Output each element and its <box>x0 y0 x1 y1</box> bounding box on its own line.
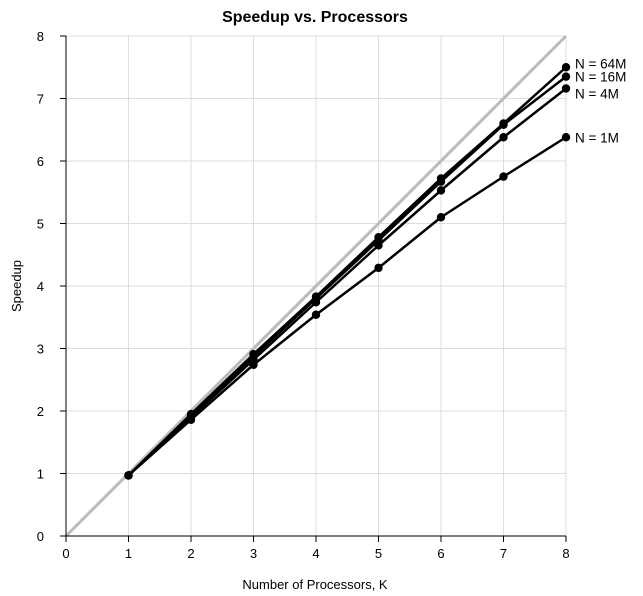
series-n-1m <box>124 133 571 480</box>
series-line-n-16m <box>127 75 567 477</box>
series-line-n-1m <box>127 136 567 477</box>
y-tick-label: 6 <box>37 154 44 169</box>
x-tick-label: 1 <box>125 546 132 561</box>
y-tick-label: 3 <box>37 342 44 357</box>
y-tick-label: 0 <box>37 529 44 544</box>
y-tick-label: 5 <box>37 217 44 232</box>
y-tick-label: 8 <box>37 29 44 44</box>
x-axis-label: Number of Processors, K <box>242 577 388 592</box>
data-point <box>311 310 321 319</box>
data-point <box>499 120 508 129</box>
data-point <box>499 133 508 142</box>
data-point <box>186 415 196 424</box>
chart-title: Speedup vs. Processors <box>222 9 408 26</box>
x-tick-label: 6 <box>437 546 444 561</box>
x-tick-label: 4 <box>312 546 319 561</box>
series-label: N = 16M <box>575 70 626 85</box>
data-point <box>561 133 571 142</box>
data-point <box>561 72 571 81</box>
series-lines <box>124 63 571 480</box>
x-tick-label: 0 <box>62 546 69 561</box>
x-tick-label: 3 <box>250 546 257 561</box>
y-tick-label: 4 <box>37 279 44 294</box>
data-point <box>561 84 571 93</box>
series-label: N = 4M <box>575 87 619 102</box>
series-label: N = 1M <box>575 130 619 145</box>
x-tick-label: 7 <box>500 546 507 561</box>
data-point <box>436 177 446 186</box>
x-tick-label: 2 <box>187 546 194 561</box>
ideal-speedup-line <box>64 34 568 538</box>
series-label: N = 64M <box>575 56 626 71</box>
data-point <box>311 298 321 307</box>
data-point <box>436 186 446 195</box>
series-line-n-4m <box>127 87 567 477</box>
y-tick-label: 1 <box>37 467 44 482</box>
data-point <box>374 241 383 250</box>
data-point <box>124 471 133 480</box>
y-axis-label: Speedup <box>9 260 24 312</box>
data-point <box>436 213 446 222</box>
x-tick-label: 5 <box>375 546 382 561</box>
axes: 0 1 2 3 4 5 6 7 8 0 1 2 3 4 5 6 7 8 <box>37 29 570 561</box>
data-point <box>374 263 383 273</box>
data-point <box>561 63 571 72</box>
data-point <box>499 172 508 181</box>
y-tick-label: 7 <box>37 92 44 107</box>
data-point <box>249 360 258 369</box>
y-tick-label: 2 <box>37 404 44 419</box>
ideal-reference-line <box>64 34 568 538</box>
x-tick-label: 8 <box>562 546 569 561</box>
